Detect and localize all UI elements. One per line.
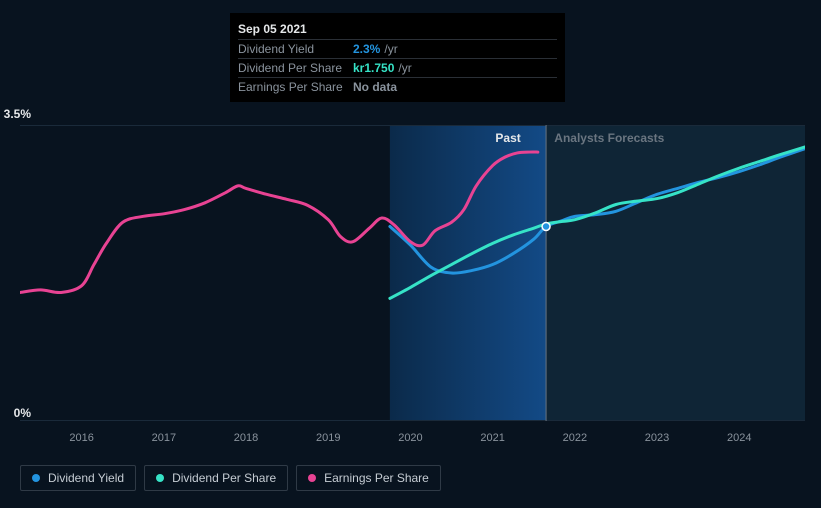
legend-item[interactable]: Dividend Per Share <box>144 465 288 491</box>
legend-item-label: Dividend Per Share <box>172 471 276 485</box>
chart-legend: Dividend Yield Dividend Per Share Earnings… <box>20 465 441 491</box>
tooltip-row-suffix: /yr <box>398 61 411 75</box>
past-label: Past <box>495 131 520 145</box>
x-axis-tick: 2021 <box>480 432 504 444</box>
legend-item[interactable]: Earnings Per Share <box>296 465 441 491</box>
x-axis-tick: 2017 <box>152 432 176 444</box>
tooltip-row-value: kr1.750 <box>353 61 394 75</box>
legend-dot-icon <box>32 474 40 482</box>
tooltip-date: Sep 05 2021 <box>238 19 557 39</box>
x-axis-tick: 2023 <box>645 432 669 444</box>
legend-item-label: Dividend Yield <box>48 471 124 485</box>
tooltip-row-suffix: /yr <box>384 42 397 56</box>
tooltip-row: Dividend Per Sharekr1.750/yr <box>238 58 557 77</box>
x-axis-tick: 2020 <box>398 432 422 444</box>
tooltip-row: Earnings Per ShareNo data <box>238 77 557 96</box>
tooltip-row-label: Earnings Per Share <box>238 80 353 94</box>
tooltip-row-value: 2.3% <box>353 42 380 56</box>
x-axis: 2016 2017 2018 2019 2020 2021 2022 2023 2024 <box>20 428 805 448</box>
legend-item-label: Earnings Per Share <box>324 471 429 485</box>
tooltip-row-value: No data <box>353 80 397 94</box>
chart-plot-area[interactable] <box>20 125 805 421</box>
x-axis-tick: 2024 <box>727 432 751 444</box>
x-axis-tick: 2019 <box>316 432 340 444</box>
y-axis-tick-max: 3.5% <box>4 107 31 121</box>
x-axis-tick: 2022 <box>563 432 587 444</box>
chart-svg <box>20 125 805 421</box>
x-axis-tick: 2018 <box>234 432 258 444</box>
legend-dot-icon <box>308 474 316 482</box>
x-axis-tick: 2016 <box>69 432 93 444</box>
tooltip-row-label: Dividend Per Share <box>238 61 353 75</box>
legend-dot-icon <box>156 474 164 482</box>
forecast-label: Analysts Forecasts <box>554 131 664 145</box>
chart-tooltip: Sep 05 2021 Dividend Yield2.3%/yrDividen… <box>230 13 565 102</box>
legend-item[interactable]: Dividend Yield <box>20 465 136 491</box>
tooltip-row-label: Dividend Yield <box>238 42 353 56</box>
tooltip-row: Dividend Yield2.3% /yr <box>238 39 557 58</box>
